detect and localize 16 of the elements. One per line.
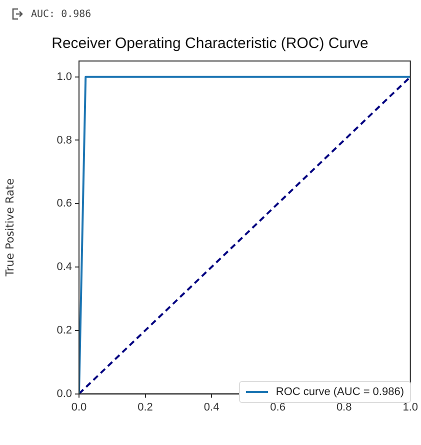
x-tick-label: 0.4 xyxy=(204,401,220,414)
x-tick-label: 1.0 xyxy=(402,401,418,414)
x-tick-label: 0.8 xyxy=(336,401,352,414)
y-tick-label: 1.0 xyxy=(56,70,72,83)
chart-title: Receiver Operating Characteristic (ROC) Curve xyxy=(52,35,368,52)
legend-label: ROC curve (AUC = 0.986) xyxy=(276,386,404,398)
y-tick-label: 0.2 xyxy=(56,324,72,336)
y-tick-label: 0.6 xyxy=(56,198,72,210)
x-tick-label: 0.6 xyxy=(270,401,286,414)
x-tick-label: 0.2 xyxy=(138,401,153,414)
y-tick-label: 0.0 xyxy=(56,388,72,400)
y-tick-label: 0.4 xyxy=(56,261,72,274)
x-tick-label: 0.0 xyxy=(71,401,87,414)
y-axis-title: True Positive Rate xyxy=(3,178,16,278)
text: AUC: 0.986 xyxy=(31,8,92,20)
y-tick-label: 0.8 xyxy=(56,134,72,146)
